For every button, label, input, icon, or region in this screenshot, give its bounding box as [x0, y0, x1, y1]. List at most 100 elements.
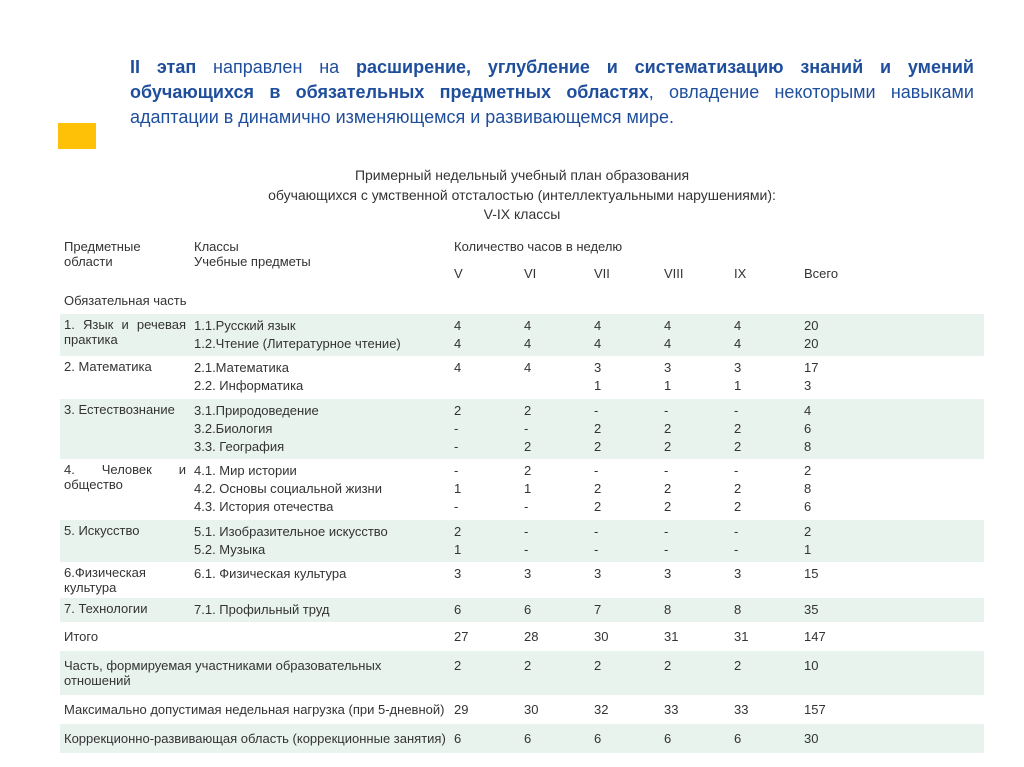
heading-bold-1: II этап: [130, 57, 196, 77]
value-cell: 44: [520, 314, 590, 356]
value-cell: 31: [590, 356, 660, 398]
value-cell: 8: [730, 598, 800, 622]
value-cell: 8: [660, 598, 730, 622]
subject-cell: 7.1. Профильный труд: [190, 598, 450, 622]
value-cell: 3: [730, 562, 800, 598]
header-areas: Предметные области: [60, 233, 190, 287]
value-cell: 44: [590, 314, 660, 356]
value-cell: 6: [450, 598, 520, 622]
value-cell: 21: [800, 520, 984, 562]
content-area: II этап направлен на расширение, углубле…: [0, 0, 1024, 131]
header-col-VII: VII: [590, 260, 660, 287]
summary-value: 30: [800, 724, 984, 753]
value-cell: 3: [660, 562, 730, 598]
header-subjects: КлассыУчебные предметы: [190, 233, 450, 287]
summary-value: 30: [520, 695, 590, 724]
summary-value: 31: [730, 622, 800, 651]
value-cell: 44: [450, 314, 520, 356]
summary-row: Итого2728303131147: [60, 622, 984, 651]
value-cell: 286: [800, 459, 984, 520]
subject-cell: 3.1.Природоведение3.2.Биология3.3. Геогр…: [190, 399, 450, 460]
section-mandatory: Обязательная часть: [60, 287, 984, 314]
value-cell: -1-: [450, 459, 520, 520]
curriculum-table-wrap: Примерный недельный учебный план образов…: [60, 160, 984, 753]
value-cell: 21-: [520, 459, 590, 520]
summary-value: 10: [800, 651, 984, 695]
value-cell: 4: [450, 356, 520, 398]
value-cell: 3: [520, 562, 590, 598]
header-col-Всего: Всего: [800, 260, 984, 287]
value-cell: -22: [660, 399, 730, 460]
header-col-VI: VI: [520, 260, 590, 287]
value-cell: 15: [800, 562, 984, 598]
table-row: 7. Технологии7.1. Профильный труд6678835: [60, 598, 984, 622]
summary-value: 32: [590, 695, 660, 724]
page-heading: II этап направлен на расширение, углубле…: [130, 55, 974, 131]
table-title-line2: обучающихся с умственной отсталостью (ин…: [60, 186, 984, 206]
value-cell: 173: [800, 356, 984, 398]
summary-value: 30: [590, 622, 660, 651]
area-cell: 4. Человек и общество: [60, 459, 190, 520]
value-cell: -22: [660, 459, 730, 520]
summary-value: 33: [660, 695, 730, 724]
table-title: Примерный недельный учебный план образов…: [60, 160, 984, 233]
summary-value: 29: [450, 695, 520, 724]
area-cell: 6.Физическая культура: [60, 562, 190, 598]
value-cell: 4: [520, 356, 590, 398]
value-cell: 44: [730, 314, 800, 356]
value-cell: 31: [730, 356, 800, 398]
summary-row: Максимально допустимая недельная нагрузк…: [60, 695, 984, 724]
header-col-IX: IX: [730, 260, 800, 287]
summary-label: Часть, формируемая участниками образоват…: [60, 651, 450, 695]
area-cell: 3. Естествознание: [60, 399, 190, 460]
summary-value: 31: [660, 622, 730, 651]
value-cell: --: [730, 520, 800, 562]
subject-cell: 5.1. Изобразительное искусство5.2. Музык…: [190, 520, 450, 562]
subject-cell: 1.1.Русский язык1.2.Чтение (Литературное…: [190, 314, 450, 356]
value-cell: -22: [730, 399, 800, 460]
value-cell: 2--: [450, 399, 520, 460]
summary-value: 6: [590, 724, 660, 753]
summary-value: 2: [450, 651, 520, 695]
summary-value: 27: [450, 622, 520, 651]
summary-value: 2: [590, 651, 660, 695]
table-title-line1: Примерный недельный учебный план образов…: [60, 166, 984, 186]
area-cell: 1. Язык и речевая практика: [60, 314, 190, 356]
header-col-VIII: VIII: [660, 260, 730, 287]
value-cell: 2-2: [520, 399, 590, 460]
header-col-V: V: [450, 260, 520, 287]
value-cell: -2 2: [590, 459, 660, 520]
value-cell: --: [520, 520, 590, 562]
value-cell: -22: [730, 459, 800, 520]
value-cell: --: [590, 520, 660, 562]
table-row: 2. Математика2.1.Математика2.2. Информат…: [60, 356, 984, 398]
summary-value: 28: [520, 622, 590, 651]
value-cell: 6: [520, 598, 590, 622]
value-cell: 21: [450, 520, 520, 562]
area-cell: 2. Математика: [60, 356, 190, 398]
summary-row: Часть, формируемая участниками образоват…: [60, 651, 984, 695]
value-cell: 7: [590, 598, 660, 622]
value-cell: 3: [590, 562, 660, 598]
subject-cell: 2.1.Математика2.2. Информатика: [190, 356, 450, 398]
summary-value: 2: [660, 651, 730, 695]
area-cell: 5. Искусство: [60, 520, 190, 562]
table-row: 1. Язык и речевая практика1.1.Русский яз…: [60, 314, 984, 356]
table-title-line3: V-IX классы: [60, 205, 984, 225]
value-cell: 31: [660, 356, 730, 398]
summary-label: Максимально допустимая недельная нагрузк…: [60, 695, 450, 724]
heading-plain-1: направлен на: [196, 57, 356, 77]
area-cell: 7. Технологии: [60, 598, 190, 622]
summary-value: 2: [730, 651, 800, 695]
table-row: 3. Естествознание3.1.Природоведение3.2.Б…: [60, 399, 984, 460]
table-row: 5. Искусство5.1. Изобразительное искусст…: [60, 520, 984, 562]
value-cell: 44: [660, 314, 730, 356]
value-cell: 35: [800, 598, 984, 622]
value-cell: --: [660, 520, 730, 562]
curriculum-table: Предметные областиКлассыУчебные предметы…: [60, 233, 984, 753]
table-row: 6.Физическая культура6.1. Физическая кул…: [60, 562, 984, 598]
value-cell: -22: [590, 399, 660, 460]
value-cell: 2020: [800, 314, 984, 356]
summary-value: 6: [520, 724, 590, 753]
summary-label: Коррекционно-развивающая область (коррек…: [60, 724, 450, 753]
